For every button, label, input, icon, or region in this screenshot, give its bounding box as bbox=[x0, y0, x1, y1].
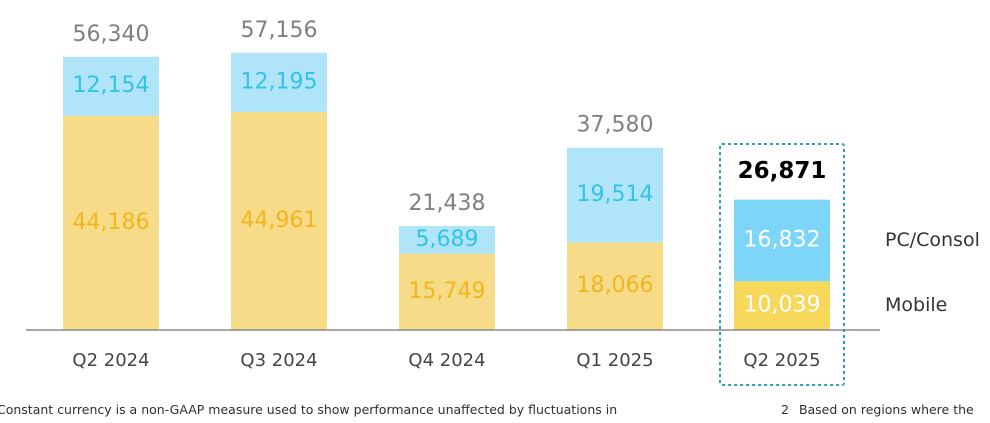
total-label: 57,156 bbox=[241, 18, 318, 43]
bar-mobile-q2-2024 bbox=[63, 115, 159, 330]
bar-mobile-q2-2025 bbox=[734, 281, 830, 330]
total-label: 37,580 bbox=[577, 113, 654, 138]
total-label: 26,871 bbox=[738, 158, 827, 184]
data-label-pc-console: 12,154 bbox=[73, 73, 150, 98]
bar-pc-console-q3-2024 bbox=[231, 52, 327, 112]
bar-mobile-q4-2024 bbox=[399, 253, 495, 330]
data-label-mobile: 15,749 bbox=[409, 279, 486, 304]
bar-mobile-q3-2024 bbox=[231, 111, 327, 330]
data-label-pc-console: 19,514 bbox=[577, 182, 654, 207]
footnote-left: Constant currency is a non-GAAP measure … bbox=[0, 402, 618, 417]
highlight-box bbox=[719, 143, 845, 386]
total-label: 21,438 bbox=[409, 191, 486, 216]
data-label-pc-console: 16,832 bbox=[744, 227, 821, 252]
data-label-pc-console: 12,195 bbox=[241, 69, 318, 94]
total-label: 56,340 bbox=[73, 22, 150, 47]
data-label-mobile: 10,039 bbox=[744, 293, 821, 318]
data-label-pc-console: 5,689 bbox=[416, 227, 479, 252]
footnote-right: 2 Based on regions where the bbox=[781, 402, 974, 417]
footnote-right-text: Based on regions where the bbox=[798, 402, 974, 417]
data-label-mobile: 44,961 bbox=[241, 208, 318, 233]
footnote-right-number: 2 bbox=[781, 402, 789, 417]
x-tick-label: Q2 2025 bbox=[743, 350, 820, 371]
bar-mobile-q1-2025 bbox=[567, 242, 663, 330]
legend-mobile: Mobile bbox=[885, 294, 947, 316]
data-label-mobile: 18,066 bbox=[577, 273, 654, 298]
bar-pc-console-q4-2024 bbox=[399, 226, 495, 254]
x-tick-label: Q2 2024 bbox=[72, 350, 149, 371]
legend-pc-console: PC/Consol bbox=[885, 229, 980, 251]
x-tick-label: Q3 2024 bbox=[240, 350, 317, 371]
bar-pc-console-q2-2025 bbox=[734, 199, 830, 282]
x-tick-label: Q4 2024 bbox=[408, 350, 485, 371]
bar-pc-console-q1-2025 bbox=[567, 147, 663, 243]
data-label-mobile: 44,186 bbox=[73, 210, 150, 235]
bar-pc-console-q2-2024 bbox=[63, 56, 159, 116]
x-tick-label: Q1 2025 bbox=[576, 350, 653, 371]
